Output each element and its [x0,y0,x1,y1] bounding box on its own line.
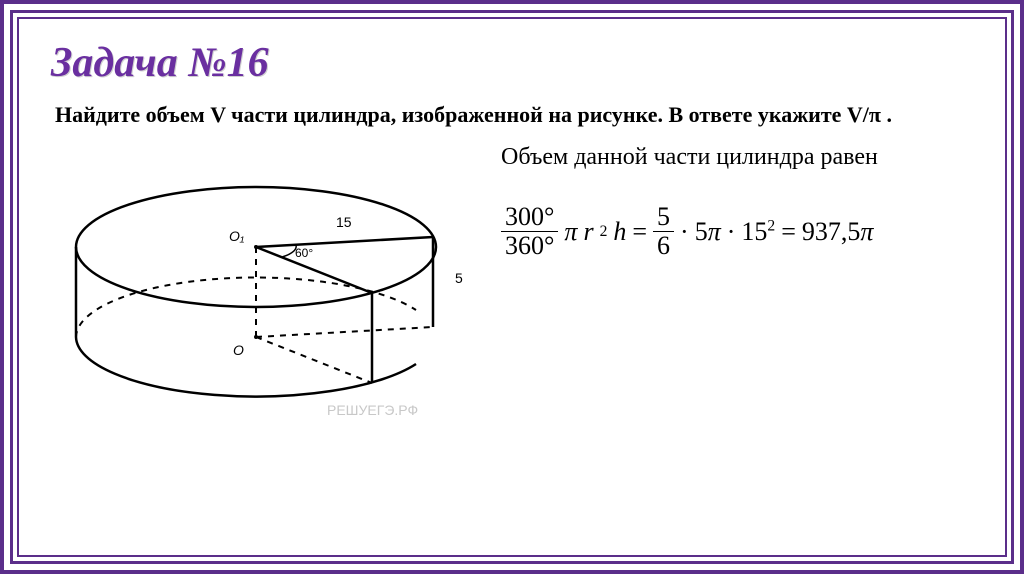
height-label: 5 [455,270,463,286]
exp-2b: 2 [767,217,775,234]
inner-frame: Задача №16 Найдите объем V части цилиндр… [17,17,1007,557]
dot-1: · [680,217,689,247]
pi-symbol-3: π [860,217,873,246]
formula: 300° 360° πr2h = 5 6 · 5π · 152 = [501,203,973,261]
exp-2: 2 [600,223,608,241]
content-row: 15 5 60° O₁ O РЕШУЕГЭ.РФ Объем данной ча… [51,142,973,462]
val-15: 15 [741,217,767,246]
var-h: h [613,217,626,247]
dot-2: · [727,217,736,247]
equals-1: = [632,217,647,247]
center-top-label: O₁ [229,228,244,244]
solution-intro: Объем данной части цилиндра равен [501,142,973,173]
solution-area: Объем данной части цилиндра равен 300° 3… [491,142,973,261]
val-5: 5 [695,217,708,246]
watermark: РЕШУЕГЭ.РФ [327,402,418,418]
problem-question: Найдите объем V части цилиндра, изображе… [51,101,973,130]
outer-frame: Задача №16 Найдите объем V части цилиндр… [0,0,1024,574]
cylinder-diagram: 15 5 60° O₁ O РЕШУЕГЭ.РФ [51,142,491,462]
radius-label: 15 [336,214,352,230]
pi-symbol: π [564,217,577,247]
pi-symbol-2: π [708,217,721,246]
angle-label: 60° [295,246,313,260]
fraction-five-sixths: 5 6 [653,203,674,261]
mid-frame: Задача №16 Найдите объем V части цилиндр… [10,10,1014,564]
fraction-degrees: 300° 360° [501,203,558,261]
problem-title: Задача №16 [51,39,973,87]
var-r: r [583,217,593,247]
center-bottom-label: O [233,342,244,358]
equals-2: = [781,217,796,247]
result-value: 937,5 [802,217,861,246]
